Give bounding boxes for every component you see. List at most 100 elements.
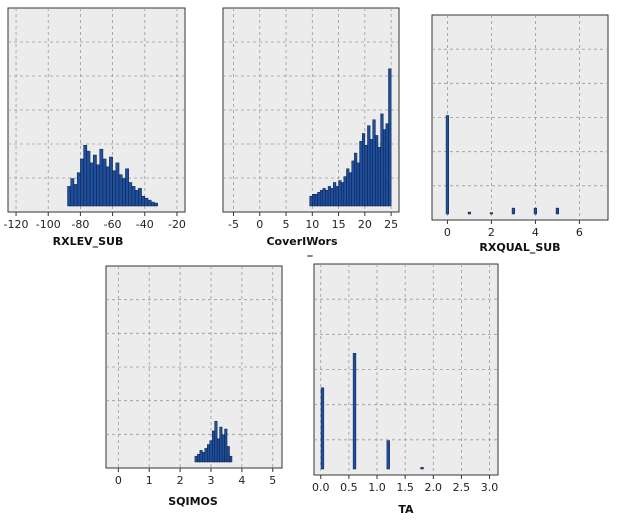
- histogram-panel-5: 0.0 0.5 1.0 1.5 2.0 2.5 3.0 TA: [312, 263, 499, 516]
- histogram-bar: [356, 162, 360, 207]
- tick-label: 3.0: [481, 481, 499, 494]
- tick-label: 1.5: [396, 481, 414, 494]
- histogram-bar: [226, 446, 230, 463]
- tick-label: 2.5: [453, 481, 471, 494]
- axis-label: RXLEV_SUB: [53, 235, 124, 248]
- tick-label: 6: [576, 226, 583, 239]
- histogram-bar: [70, 178, 75, 207]
- histogram-bar: [199, 450, 203, 463]
- histogram-bar: [138, 188, 142, 207]
- histogram-bar: [385, 123, 389, 207]
- tick-label: 25: [384, 218, 398, 231]
- histogram-bar: [380, 113, 384, 207]
- histogram-bar: [115, 162, 120, 207]
- histogram-bar: [352, 353, 357, 470]
- histogram-bar: [377, 146, 381, 207]
- tick-label: 0: [444, 226, 451, 239]
- histogram-bar: [348, 172, 352, 207]
- tick-label: -60: [104, 218, 122, 231]
- histogram-bar: [322, 188, 326, 207]
- tick-label: 0.5: [340, 481, 358, 494]
- histogram-bar: [338, 180, 342, 207]
- histogram-bar: [445, 115, 449, 215]
- tick-label: 0.0: [312, 481, 330, 494]
- histogram-bar: [99, 148, 104, 207]
- histogram-bar: [511, 207, 515, 215]
- histogram-bar: [154, 202, 158, 207]
- tick-label: -5: [228, 218, 239, 231]
- histogram-bar: [211, 430, 215, 463]
- histogram-bar: [121, 178, 126, 207]
- tick-label: 2.0: [425, 481, 443, 494]
- histogram-bar: [314, 193, 318, 207]
- histogram-bar: [467, 211, 471, 215]
- histogram-bar: [141, 195, 146, 207]
- histogram-bar: [93, 154, 97, 207]
- histogram-bar: [134, 190, 139, 207]
- histogram-bar: [80, 158, 84, 207]
- tick-label: 0: [256, 218, 263, 231]
- histogram-bar: [382, 129, 387, 207]
- tick-label: 2: [177, 474, 184, 487]
- histogram-bar: [216, 438, 220, 463]
- tick-label: -20: [168, 218, 186, 231]
- histogram-bar: [86, 150, 91, 207]
- tick-label: -80: [71, 218, 89, 231]
- histogram-bar: [194, 455, 198, 463]
- histogram-bar: [330, 188, 334, 207]
- tick-label: 1.0: [368, 481, 386, 494]
- histogram-bar: [202, 452, 206, 463]
- tick-label: 4: [238, 474, 245, 487]
- histogram-panel-4: 0 1 2 3 4 5 SQIMOS: [105, 265, 283, 508]
- histogram-bar: [221, 434, 225, 463]
- histogram-bar: [319, 190, 324, 207]
- histogram-panel-2: -5 0 5 10 15 20 25 CoverIWors_: [222, 7, 400, 257]
- histogram-bar: [343, 176, 347, 207]
- histogram-bar: [340, 182, 345, 207]
- histogram-bar: [359, 141, 363, 207]
- histogram-bar: [112, 170, 117, 207]
- tick-label: -100: [36, 218, 61, 231]
- histogram-bar: [209, 440, 213, 463]
- histogram-bar: [312, 193, 316, 207]
- histogram-bar: [89, 162, 94, 207]
- histogram-bar: [102, 158, 107, 207]
- tick-label: 5: [269, 474, 276, 487]
- tick-label: 20: [358, 218, 372, 231]
- histogram-bar: [147, 199, 152, 207]
- histogram-bar: [118, 174, 123, 207]
- histogram-panel-1: -120 -100 -80 -60 -40 -20 RXLEV_SUB: [4, 7, 186, 248]
- tick-label: 1: [146, 474, 153, 487]
- histogram-bar: [144, 197, 149, 207]
- tick-label: -40: [136, 218, 154, 231]
- histogram-bar: [533, 207, 537, 215]
- histogram-bar: [207, 444, 210, 463]
- histogram-bar: [150, 201, 155, 207]
- histogram-bar: [333, 182, 337, 207]
- histogram-bar: [214, 421, 218, 463]
- histogram-bar: [229, 455, 233, 463]
- histogram-bar: [73, 184, 78, 207]
- histogram-bar: [489, 212, 493, 215]
- axis-label: CoverIWors: [266, 235, 338, 248]
- histogram-bar: [317, 192, 321, 207]
- histogram-bar: [375, 135, 379, 207]
- histogram-bar: [204, 448, 208, 463]
- histogram-bar: [96, 164, 100, 207]
- histogram-bar: [105, 166, 110, 207]
- tick-label: 0: [115, 474, 122, 487]
- tick-label: 2: [488, 226, 495, 239]
- tick-label: -120: [4, 218, 29, 231]
- tick-label: 3: [207, 474, 214, 487]
- histogram-bar: [197, 453, 201, 463]
- histogram-bar: [320, 387, 325, 470]
- histogram-bar: [386, 440, 390, 470]
- histogram-bar: [420, 467, 424, 470]
- tick-label: 10: [305, 218, 319, 231]
- tick-label: 15: [332, 218, 346, 231]
- axis-label: SQIMOS: [168, 495, 218, 508]
- histogram-bar: [109, 156, 113, 207]
- histogram-bar: [367, 125, 371, 207]
- histogram-bar: [335, 186, 339, 207]
